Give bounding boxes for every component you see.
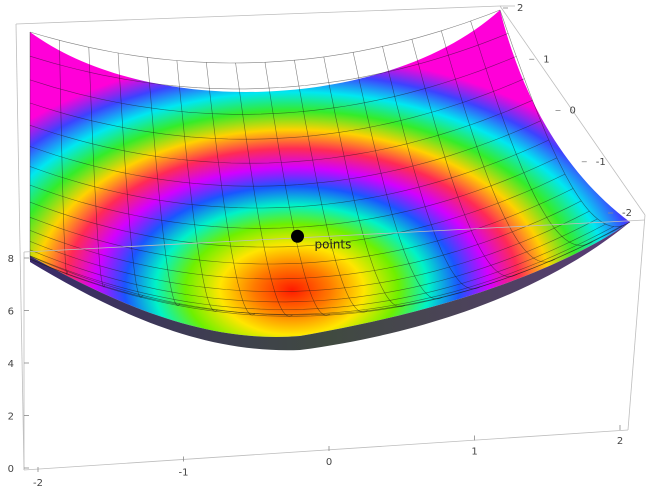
- bounding-box-back: [15, 5, 646, 471]
- mesh-line: [441, 30, 556, 263]
- data-point: [291, 229, 304, 243]
- mesh-line: [29, 100, 533, 164]
- mesh-line: [323, 56, 406, 307]
- mesh-line: [29, 33, 509, 90]
- z-tick-label: 6: [8, 307, 14, 318]
- y-axis-ticks: -2 -1 0 1 2: [503, 3, 632, 219]
- data-points: points: [291, 229, 352, 251]
- y-tick-label: 2: [517, 3, 523, 14]
- z-tick-label: 0: [8, 464, 14, 475]
- z-tick-label: 2: [8, 412, 14, 423]
- y-tick-label: -2: [622, 208, 632, 219]
- y-tick-label: 0: [570, 106, 576, 117]
- mesh-line: [382, 46, 481, 290]
- mesh-line: [499, 9, 631, 227]
- y-tick-label: -1: [596, 157, 606, 168]
- surface-patch: [30, 10, 630, 337]
- point-label: points: [315, 237, 352, 251]
- mesh-line: [29, 157, 558, 229]
- mesh-line: [470, 20, 593, 246]
- z-tick-label: 4: [8, 359, 14, 370]
- x-tick-label: -2: [33, 478, 43, 489]
- x-tick-label: 0: [326, 457, 332, 468]
- z-tick-label: 8: [8, 254, 14, 265]
- y-tick-label: 1: [543, 54, 549, 65]
- x-axis-ticks: -2 -1 0 1 2: [33, 425, 623, 489]
- mesh-line: [29, 139, 549, 209]
- mesh-line: [411, 39, 518, 277]
- x-tick-label: 2: [617, 436, 623, 447]
- surface-rim: [30, 222, 630, 351]
- z-axis-ticks: 0 2 4 6 8: [8, 254, 29, 475]
- mesh-line: [29, 78, 525, 140]
- mesh-line: [294, 60, 368, 313]
- mesh-line: [29, 56, 517, 115]
- mesh-line: [29, 9, 501, 64]
- x-tick-label: -1: [179, 468, 189, 479]
- x-tick-label: 1: [471, 447, 477, 458]
- mesh-line: [29, 120, 541, 187]
- mesh-line: [29, 173, 566, 248]
- bounding-box-front: [23, 5, 646, 471]
